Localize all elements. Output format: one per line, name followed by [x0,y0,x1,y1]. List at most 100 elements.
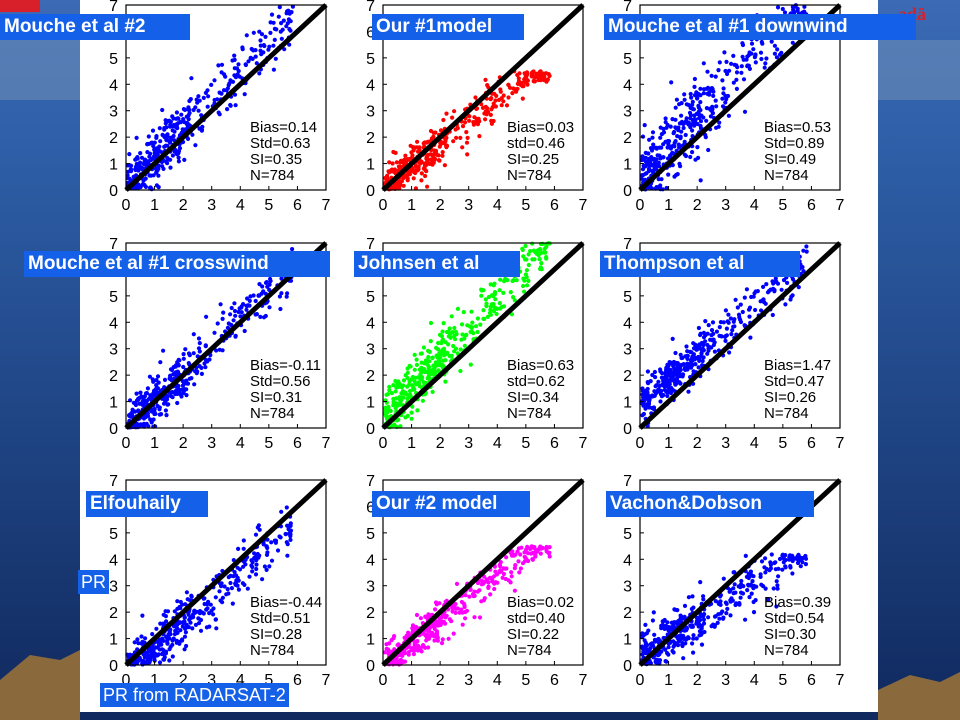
data-point [128,412,133,417]
data-point [393,378,398,384]
data-point [739,590,744,595]
data-point [258,38,263,43]
stats-annotation: N=784 [250,167,295,184]
x-tick-label: 5 [521,672,530,689]
data-point [724,333,730,338]
data-point [435,638,440,643]
data-point [139,634,144,639]
y-tick-label: 7 [109,0,118,15]
data-point [682,92,687,97]
data-point [228,580,233,586]
data-point [440,364,445,369]
data-point [523,74,528,79]
data-point [471,120,476,125]
y-tick-label: 4 [366,552,375,569]
data-point [233,581,238,586]
data-point [212,97,217,103]
data-point [788,565,793,570]
data-point [664,125,669,130]
one-to-one-line [381,478,585,667]
data-point [387,388,392,393]
data-point [696,325,702,331]
x-tick-label: 1 [407,672,416,689]
x-tick-label: 5 [264,435,273,452]
data-point [277,294,282,299]
data-point [678,374,683,379]
data-point [769,39,774,44]
data-point [689,606,695,612]
data-point [170,153,175,158]
data-point [450,115,455,120]
data-point [208,602,213,607]
data-point [501,290,506,295]
data-point [749,41,755,46]
data-point [531,79,536,84]
data-point [182,647,187,652]
y-tick-label: 5 [623,289,632,306]
y-tick-label: 2 [623,368,632,385]
data-point [743,553,748,559]
chart-title: Our #2 model [372,491,530,517]
stats-annotation: Std=0.51 [250,610,310,627]
data-point [724,59,729,64]
data-point [516,559,521,564]
data-point [667,373,672,378]
y-tick-label: 1 [109,395,118,412]
data-point [678,164,683,169]
data-point [538,551,543,556]
data-point [689,624,694,629]
data-point [288,537,293,543]
data-point [430,389,435,394]
stats-annotation: SI=0.34 [507,389,559,406]
data-point [673,382,678,387]
data-point [665,139,671,144]
data-point [405,413,410,418]
data-point [804,244,809,249]
data-point [523,243,528,249]
data-point [475,580,480,586]
data-point [661,130,667,135]
x-tick-label: 5 [778,197,787,214]
data-point [492,91,497,96]
data-point [419,360,424,365]
data-point [174,152,179,157]
data-point [422,164,427,169]
data-point [744,287,750,292]
data-point [149,409,154,414]
y-tick-label: 2 [109,368,118,385]
y-tick-label: 4 [109,77,118,94]
data-point [777,556,783,562]
data-point [174,388,179,393]
data-point [486,294,491,300]
data-point [696,365,701,370]
data-point [242,92,247,97]
stats-annotation: SI=0.28 [250,626,302,643]
data-point [453,329,458,334]
data-point [418,616,423,621]
data-point [405,375,410,381]
data-point [547,73,552,78]
data-point [647,137,652,142]
stats-annotation: SI=0.26 [764,389,816,406]
y-tick-label: 7 [366,473,375,490]
data-point [483,117,488,122]
data-point [524,70,530,75]
data-point [437,360,442,365]
data-point [652,161,657,166]
data-point [202,596,207,601]
data-point [663,647,668,652]
data-point [243,62,248,68]
data-point [439,334,444,339]
data-point [185,597,190,602]
data-point [532,257,537,262]
y-tick-label: 4 [623,315,632,332]
x-tick-label: 2 [179,435,188,452]
data-point [690,594,695,599]
data-point [542,250,547,255]
data-point [225,325,230,330]
y-tick-label: 0 [623,183,632,200]
y-tick-label: 2 [109,605,118,622]
data-point [134,161,139,166]
x-tick-label: 4 [493,435,502,452]
data-point [259,32,265,37]
